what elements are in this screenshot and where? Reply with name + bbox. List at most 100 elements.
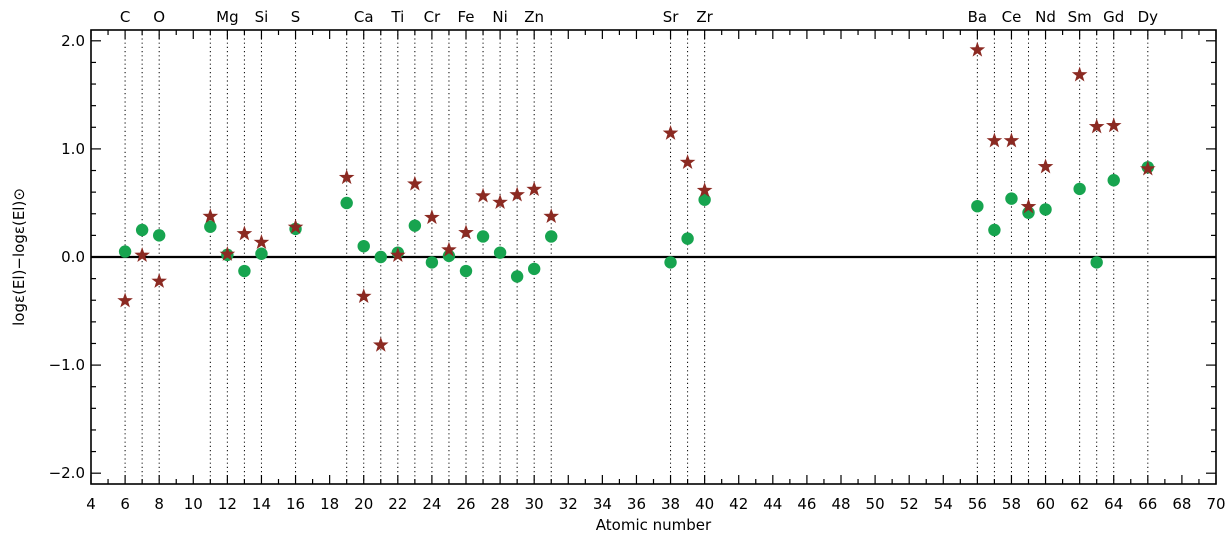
x-tick-label: 50 (866, 495, 885, 513)
circle-data-point (510, 270, 524, 283)
element-label: Ti (390, 8, 404, 26)
circle-data-point (1107, 174, 1120, 187)
star-data-point (969, 41, 986, 57)
series-stars (117, 41, 1156, 352)
x-tick-label: 24 (422, 495, 441, 513)
element-label: S (291, 8, 301, 26)
element-label: O (153, 8, 165, 26)
y-tick-label: 0.0 (61, 248, 85, 266)
star-data-point (134, 247, 150, 262)
x-tick-label: 68 (1172, 495, 1191, 513)
circle-data-point (238, 264, 251, 278)
star-data-point (424, 209, 440, 225)
star-data-point (509, 186, 525, 202)
star-data-point (543, 208, 560, 224)
circle-data-point (988, 223, 1001, 237)
x-tick-label: 32 (559, 495, 578, 513)
circle-data-point (374, 250, 387, 264)
star-data-point (492, 194, 508, 210)
circle-data-point (135, 223, 149, 237)
star-data-point (475, 187, 491, 203)
element-label: C (120, 8, 130, 26)
star-data-point (390, 247, 406, 262)
element-label: Fe (457, 8, 474, 26)
star-data-point (117, 292, 133, 308)
x-tick-label: 28 (491, 495, 510, 513)
star-data-point (696, 182, 713, 198)
x-tick-label: 60 (1036, 495, 1055, 513)
x-tick-label: 58 (1002, 495, 1021, 513)
element-label: Ni (492, 8, 507, 26)
circle-data-point (340, 196, 353, 210)
star-data-point (1020, 198, 1037, 214)
element-label: Si (255, 8, 269, 26)
circle-data-point (664, 256, 677, 269)
element-label: Mg (216, 8, 238, 26)
star-data-point (526, 181, 542, 197)
element-label: Zn (524, 8, 544, 26)
x-tick-label: 38 (661, 495, 680, 513)
star-data-point (1037, 158, 1054, 174)
x-tick-label: 4 (86, 495, 96, 513)
circle-data-point (204, 220, 217, 233)
y-tick-label: −1.0 (49, 356, 85, 374)
x-tick-label: 12 (218, 495, 237, 513)
star-data-point (458, 224, 474, 240)
circle-data-point (1005, 192, 1018, 205)
star-data-point (662, 124, 679, 140)
circle-data-point (118, 245, 132, 258)
star-data-point (986, 132, 1003, 148)
circle-data-point (971, 199, 984, 213)
star-data-point (236, 225, 253, 241)
y-tick-label: 2.0 (61, 32, 85, 50)
x-tick-label: 70 (1206, 495, 1225, 513)
circle-data-point (1090, 256, 1103, 269)
element-label: Ce (1002, 8, 1022, 26)
circle-data-point (476, 230, 490, 243)
x-tick-label: 54 (934, 495, 953, 513)
star-data-point (202, 208, 219, 224)
x-tick-label: 66 (1138, 495, 1157, 513)
y-tick-label: 1.0 (61, 140, 85, 158)
star-data-point (1088, 118, 1105, 134)
circle-data-point (1039, 203, 1052, 216)
circle-data-point (545, 230, 558, 243)
circle-data-point (357, 239, 370, 253)
element-label: Ca (354, 8, 374, 26)
circle-data-point (493, 246, 507, 259)
x-tick-label: 10 (184, 495, 203, 513)
star-data-point (372, 336, 389, 352)
y-axis-ticks: 2.0 1.0 0.0 −1.0 −2.0 (49, 32, 1216, 482)
element-label: Zr (696, 8, 713, 26)
x-tick-label: 8 (154, 495, 164, 513)
x-tick-label: 34 (593, 495, 612, 513)
x-tick-label: 42 (729, 495, 748, 513)
element-label: Dy (1138, 8, 1159, 26)
star-data-point (1003, 132, 1020, 148)
star-data-point (338, 169, 355, 185)
x-axis-ticks: 4 6 8 10 12 14 16 18 20 22 24 26 28 30 32 34 36 38 40 42 44 4… (86, 30, 1226, 513)
x-tick-label: 16 (286, 495, 305, 513)
x-axis-title: Atomic number (596, 516, 712, 534)
circle-data-point (152, 229, 166, 242)
x-tick-label: 14 (252, 495, 271, 513)
x-tick-label: 64 (1104, 495, 1123, 513)
element-label: Sr (663, 8, 680, 26)
x-tick-label: 30 (525, 495, 544, 513)
circle-data-point (527, 262, 541, 276)
x-tick-label: 52 (900, 495, 919, 513)
circle-data-point (255, 247, 268, 260)
x-tick-label: 62 (1070, 495, 1089, 513)
star-data-point (355, 288, 372, 304)
x-tick-label: 44 (763, 495, 782, 513)
star-data-point (407, 175, 423, 191)
x-tick-label: 18 (320, 495, 339, 513)
x-tick-label: 20 (354, 495, 373, 513)
element-label: Nd (1035, 8, 1056, 26)
circle-data-point (1073, 182, 1086, 196)
x-tick-label: 48 (831, 495, 850, 513)
x-tick-label: 6 (120, 495, 130, 513)
star-data-point (253, 234, 270, 249)
star-data-point (287, 219, 304, 234)
series-circles (118, 161, 1155, 283)
